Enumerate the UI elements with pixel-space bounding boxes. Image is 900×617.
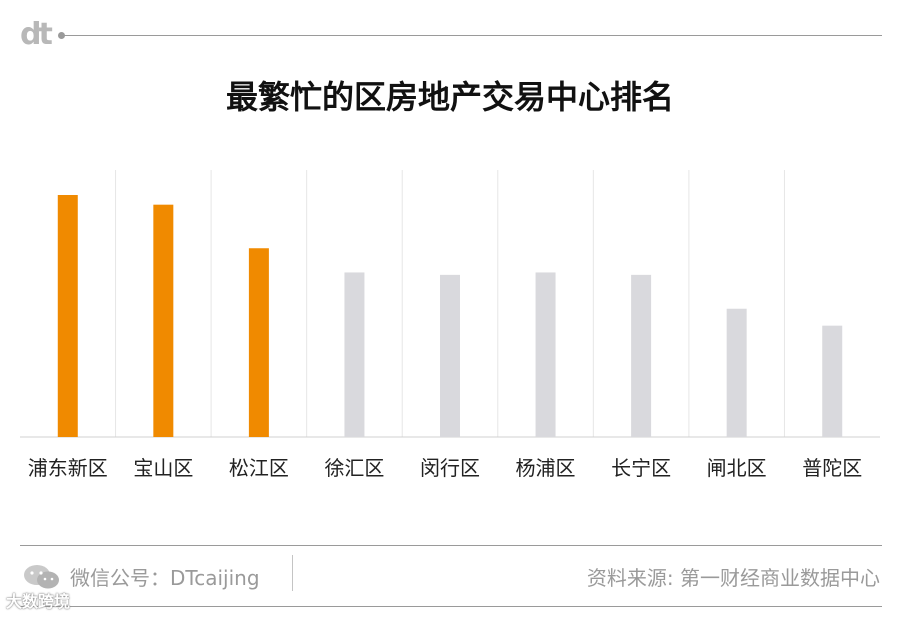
category-label: 长宁区 xyxy=(611,456,671,480)
footer-separator xyxy=(292,555,293,591)
bar-4 xyxy=(344,272,365,437)
category-label: 闵行区 xyxy=(420,456,480,480)
bar-2 xyxy=(153,204,174,437)
footer-rule-top xyxy=(20,545,882,546)
category-label: 宝山区 xyxy=(133,456,193,480)
category-label: 浦东新区 xyxy=(28,456,108,480)
category-label: 闸北区 xyxy=(707,456,767,480)
wechat-account-label: 微信公号：DTcaijing xyxy=(70,566,260,590)
category-label: 杨浦区 xyxy=(516,456,576,480)
watermark: 大数跨境 xyxy=(6,592,71,611)
header-rule xyxy=(60,35,882,36)
bar-8 xyxy=(726,308,747,437)
footer-rule-bottom xyxy=(20,606,882,607)
category-label: 徐汇区 xyxy=(324,456,384,480)
source-note: 资料来源: 第一财经商业数据中心 xyxy=(586,566,880,590)
bar-1 xyxy=(57,195,78,437)
bar-6 xyxy=(535,272,556,437)
bar-chart: 浦东新区 宝山区 松江区 徐汇区 闵行区 杨浦区 长宁区 闸北区 普陀区 xyxy=(20,170,880,480)
category-label: 普陀区 xyxy=(802,456,862,480)
dt-logo: dt xyxy=(20,17,53,52)
chart-title: 最繁忙的区房地产交易中心排名 xyxy=(225,78,674,116)
bar-9 xyxy=(822,325,843,437)
wechat-icon xyxy=(24,565,59,589)
bar-3 xyxy=(248,248,269,437)
category-label: 松江区 xyxy=(229,456,289,480)
bar-5 xyxy=(440,274,460,437)
bar-7 xyxy=(631,274,652,437)
